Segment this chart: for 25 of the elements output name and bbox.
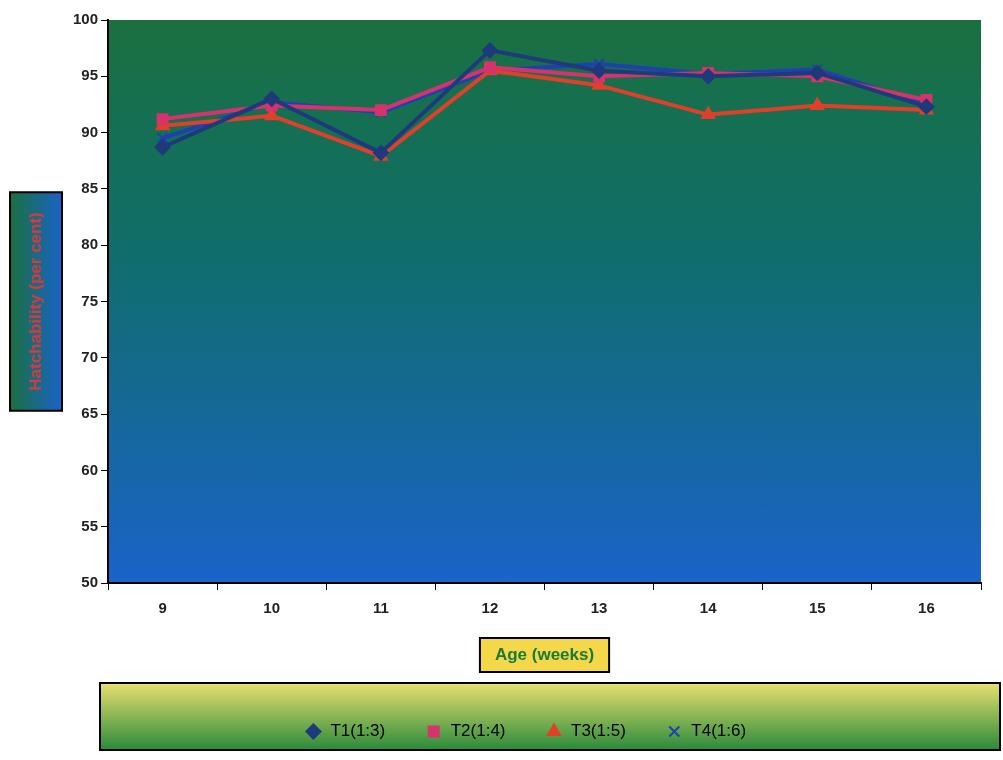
legend-label: T1(1:3) xyxy=(330,721,386,741)
y-tick-label: 70 xyxy=(81,347,99,365)
y-tick-label: 75 xyxy=(81,291,99,309)
x-tick-label: 14 xyxy=(699,599,718,617)
y-tick-label: 50 xyxy=(81,573,99,591)
x-tick-label: 11 xyxy=(372,599,389,617)
y-tick-label: 60 xyxy=(81,460,99,478)
legend-label: T2(1:4) xyxy=(450,721,506,741)
y-axis-title: Hatchability (per cent) xyxy=(25,212,45,391)
y-tick-label: 95 xyxy=(81,66,99,84)
y-tick-label: 90 xyxy=(81,122,99,140)
x-tick-label: 13 xyxy=(590,599,608,617)
legend-label: T4(1:6) xyxy=(691,721,747,741)
y-tick-label: 55 xyxy=(81,516,99,534)
x-tick-label: 9 xyxy=(158,599,167,617)
y-tick-label: 80 xyxy=(81,235,99,253)
y-tick-label: 100 xyxy=(73,10,99,28)
x-tick-label: 10 xyxy=(263,599,281,617)
x-tick-label: 16 xyxy=(918,599,935,617)
y-tick-label: 65 xyxy=(81,404,99,422)
legend-label: T3(1:5) xyxy=(571,721,626,741)
x-axis-title: Age (weeks) xyxy=(494,644,595,664)
x-tick-label: 15 xyxy=(808,599,826,617)
y-tick-label: 85 xyxy=(81,179,99,197)
x-tick-label: 12 xyxy=(481,599,499,617)
